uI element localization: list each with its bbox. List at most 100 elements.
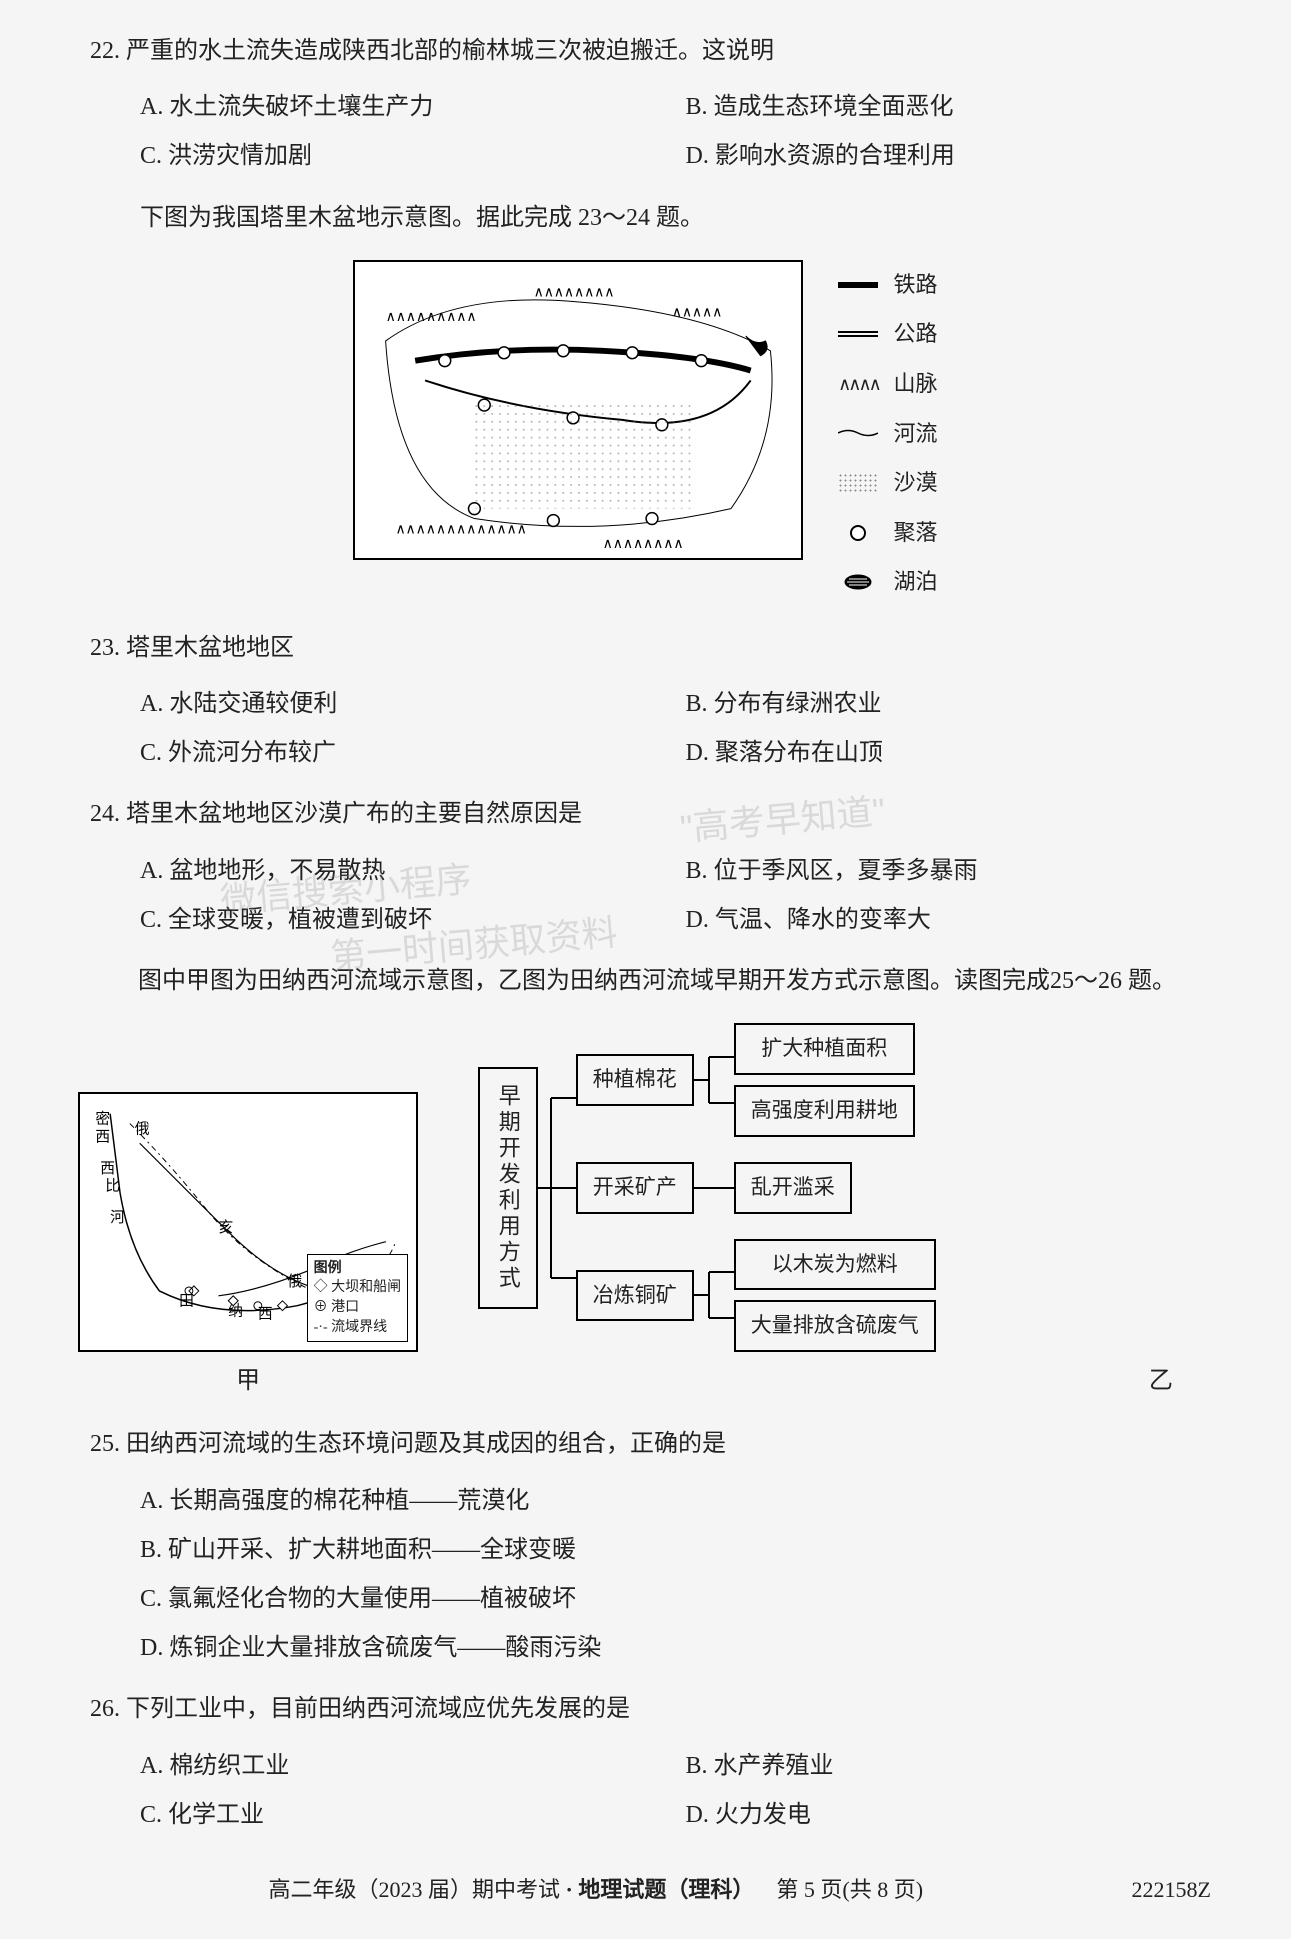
q26-num: 26.	[90, 1696, 120, 1722]
q25-options: A. 长期高强度的棉花种植——荒漠化 B. 矿山开采、扩大耕地面积——全球变暖 …	[60, 1477, 1231, 1674]
jiaa-legend-title: 图例	[314, 1259, 402, 1279]
road-symbol	[833, 330, 883, 338]
jiaa-legend-dam: ◇ 大坝和船闸	[314, 1278, 402, 1298]
intro-25-26: 图中甲图为田纳西河流域示意图，乙图为田纳西河流域早期开发方式示意图。读图完成25…	[60, 960, 1231, 1003]
legend-settlement: 聚落	[833, 513, 937, 553]
footer-subject: · 地理试题（理科）	[566, 1877, 755, 1902]
svg-text:西: 西	[96, 1129, 111, 1145]
settlement-label: 聚落	[893, 513, 937, 553]
footer-code: 222158Z	[1132, 1870, 1211, 1910]
node-cotton: 种植棉花	[576, 1054, 694, 1106]
q22-text: 严重的水土流失造成陕西北部的榆林城三次被迫搬迁。这说明	[126, 38, 774, 64]
q22-opt-b: B. 造成生态环境全面恶化	[686, 83, 1232, 132]
flow-root: 早期开发利用方式	[478, 1067, 538, 1309]
lake-label: 湖泊	[893, 562, 937, 602]
q23-num: 23.	[90, 635, 120, 661]
q22-options: A. 水土流失破坏土壤生产力 B. 造成生态环境全面恶化 C. 洪涝灾情加剧 D…	[60, 83, 1231, 181]
q26-opt-a: A. 棉纺织工业	[140, 1742, 686, 1791]
question-24: 24. 塔里木盆地地区沙漠广布的主要自然原因是 A. 盆地地形，不易散热 B. …	[60, 793, 1231, 945]
tarim-map-figure: ∧∧∧∧∧∧∧∧∧ ∧∧∧∧∧∧∧∧ ∧∧∧∧∧ ∧∧∧∧∧∧∧∧∧∧∧∧∧ ∧…	[60, 260, 1231, 607]
q25-text: 田纳西河流域的生态环境问题及其成因的组合，正确的是	[126, 1431, 726, 1457]
q24-options: A. 盆地地形，不易散热 B. 位于季风区，夏季多暴雨 C. 全球变暖，植被遭到…	[60, 847, 1231, 945]
svg-text:俄: 俄	[135, 1121, 150, 1138]
tarim-legend: 铁路 公路 ∧∧∧∧ 山脉 河流 沙漠 聚落 湖泊	[833, 260, 937, 607]
legend-desert: 沙漠	[833, 463, 937, 503]
legend-railway: 铁路	[833, 265, 937, 305]
svg-text:∧∧∧∧∧∧∧∧∧: ∧∧∧∧∧∧∧∧∧	[386, 309, 477, 324]
q25-num: 25.	[90, 1431, 120, 1457]
q26-options: A. 棉纺织工业 B. 水产养殖业 C. 化学工业 D. 火力发电	[60, 1742, 1231, 1840]
q23-options: A. 水陆交通较便利 B. 分布有绿洲农业 C. 外流河分布较广 D. 聚落分布…	[60, 680, 1231, 778]
footer-page: 第 5 页(共 8 页)	[776, 1877, 923, 1902]
legend-road: 公路	[833, 314, 937, 354]
q24-stem: 24. 塔里木盆地地区沙漠广布的主要自然原因是	[60, 793, 1231, 836]
q25-opt-a: A. 长期高强度的棉花种植——荒漠化	[140, 1477, 1231, 1526]
question-26: 26. 下列工业中，目前田纳西河流域应优先发展的是 A. 棉纺织工业 B. 水产…	[60, 1688, 1231, 1840]
mountain-symbol: ∧∧∧∧	[833, 368, 883, 400]
railway-label: 铁路	[893, 265, 937, 305]
q22-num: 22.	[90, 38, 120, 64]
jiaa-legend-boundary: -·- 流域界线	[314, 1318, 402, 1338]
q22-opt-c: C. 洪涝灾情加剧	[140, 132, 686, 181]
q23-text: 塔里木盆地地区	[126, 635, 294, 661]
river-label: 河流	[893, 414, 937, 454]
node-copper: 冶炼铜矿	[576, 1270, 694, 1322]
svg-text:河: 河	[110, 1209, 125, 1226]
legend-lake: 湖泊	[833, 562, 937, 602]
conn-cotton	[694, 1045, 734, 1115]
q24-opt-c: C. 全球变暖，植被遭到破坏	[140, 896, 686, 945]
lake-symbol	[833, 573, 883, 591]
river-symbol	[833, 428, 883, 438]
question-25: 25. 田纳西河流域的生态环境问题及其成因的组合，正确的是 A. 长期高强度的棉…	[60, 1423, 1231, 1673]
q26-opt-d: D. 火力发电	[686, 1791, 1232, 1840]
flowchart: 早期开发利用方式 种植棉花 扩大种植	[478, 1023, 1213, 1352]
q22-opt-d: D. 影响水资源的合理利用	[686, 132, 1232, 181]
node-sulfur-gas: 大量排放含硫废气	[734, 1300, 936, 1352]
intro-23-24: 下图为我国塔里木盆地示意图。据此完成 23～24 题。	[60, 197, 1231, 240]
mountain-label: 山脉	[893, 364, 937, 404]
railway-symbol	[833, 281, 883, 289]
q23-opt-c: C. 外流河分布较广	[140, 729, 686, 778]
svg-text:亥: 亥	[219, 1219, 234, 1236]
q23-opt-d: D. 聚落分布在山顶	[686, 729, 1232, 778]
page-footer: 高二年级（2023 届）期中考试 · 地理试题（理科） 第 5 页(共 8 页)…	[60, 1870, 1231, 1910]
q23-stem: 23. 塔里木盆地地区	[60, 627, 1231, 670]
q22-stem: 22. 严重的水土流失造成陕西北部的榆林城三次被迫搬迁。这说明	[60, 30, 1231, 73]
q24-text: 塔里木盆地地区沙漠广布的主要自然原因是	[126, 801, 582, 827]
desert-label: 沙漠	[893, 463, 937, 503]
q24-num: 24.	[90, 801, 120, 827]
desert-symbol	[833, 473, 883, 493]
tarim-map-svg: ∧∧∧∧∧∧∧∧∧ ∧∧∧∧∧∧∧∧ ∧∧∧∧∧ ∧∧∧∧∧∧∧∧∧∧∧∧∧ ∧…	[355, 262, 801, 558]
svg-text:∧∧∧∧∧∧∧∧: ∧∧∧∧∧∧∧∧	[534, 284, 615, 299]
svg-text:西: 西	[100, 1161, 115, 1177]
q26-opt-b: B. 水产养殖业	[686, 1742, 1232, 1791]
jiaa-label: 甲	[78, 1360, 418, 1403]
svg-text:田: 田	[179, 1294, 194, 1310]
question-23: 23. 塔里木盆地地区 A. 水陆交通较便利 B. 分布有绿洲农业 C. 外流河…	[60, 627, 1231, 779]
branch-mining: 开采矿产 乱开滥采	[576, 1162, 936, 1214]
branch-copper: 冶炼铜矿 以木炭为燃料 大量排放含硫废气	[576, 1239, 936, 1353]
q24-opt-a: A. 盆地地形，不易散热	[140, 847, 686, 896]
flow-level2: 种植棉花 扩大种植面积 高强度利用耕地 开采矿产	[576, 1023, 936, 1352]
tarim-map: ∧∧∧∧∧∧∧∧∧ ∧∧∧∧∧∧∧∧ ∧∧∧∧∧ ∧∧∧∧∧∧∧∧∧∧∧∧∧ ∧…	[353, 260, 803, 560]
q26-text: 下列工业中，目前田纳西河流域应优先发展的是	[126, 1696, 630, 1722]
q25-stem: 25. 田纳西河流域的生态环境问题及其成因的组合，正确的是	[60, 1423, 1231, 1466]
node-reckless-mining: 乱开滥采	[734, 1162, 852, 1214]
conn-copper	[694, 1260, 734, 1330]
q25-opt-d: D. 炼铜企业大量排放含硫废气——酸雨污染	[140, 1624, 1231, 1673]
q25-opt-c: C. 氯氟烃化合物的大量使用——植被破坏	[140, 1575, 1231, 1624]
q26-opt-c: C. 化学工业	[140, 1791, 686, 1840]
node-expand-area: 扩大种植面积	[734, 1023, 915, 1075]
copper-children: 以木炭为燃料 大量排放含硫废气	[734, 1239, 936, 1353]
q24-opt-b: B. 位于季风区，夏季多暴雨	[686, 847, 1232, 896]
mining-children: 乱开滥采	[734, 1162, 852, 1214]
q24-opt-d: D. 气温、降水的变率大	[686, 896, 1232, 945]
legend-river: 河流	[833, 414, 937, 454]
jiaa-legend-port: ⊕ 港口	[314, 1298, 402, 1318]
svg-text:∧∧∧∧∧∧∧∧: ∧∧∧∧∧∧∧∧	[603, 536, 684, 551]
conn-mining	[694, 1173, 734, 1203]
road-label: 公路	[893, 314, 937, 354]
q26-stem: 26. 下列工业中，目前田纳西河流域应优先发展的是	[60, 1688, 1231, 1731]
figure-yi: 早期开发利用方式 种植棉花 扩大种植	[478, 1023, 1213, 1403]
svg-text:比: 比	[105, 1178, 120, 1195]
